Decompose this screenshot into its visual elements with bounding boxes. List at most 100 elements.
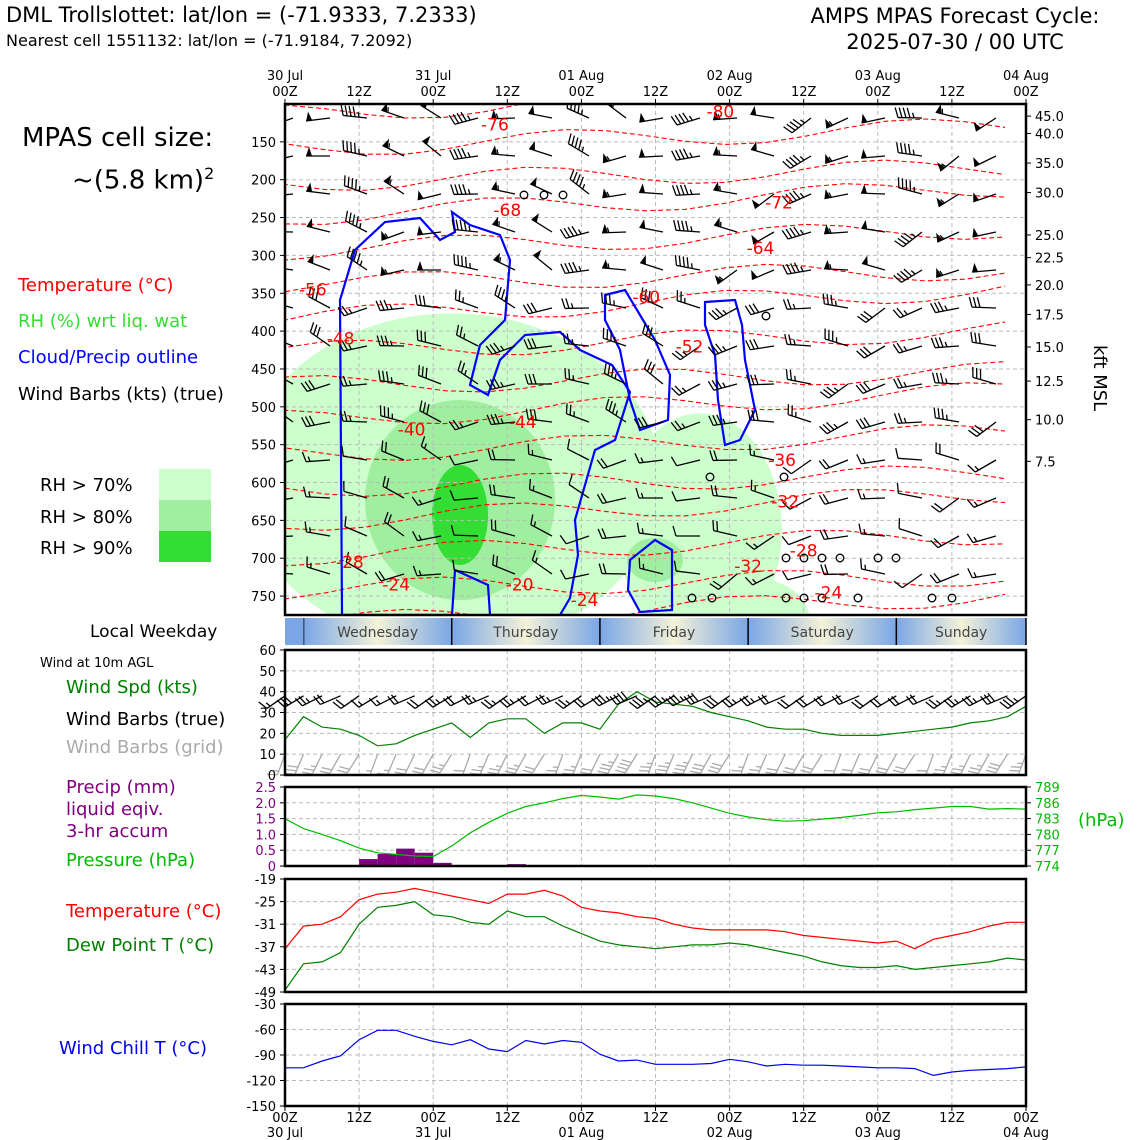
profile-wind-barb xyxy=(531,550,553,575)
barb-full xyxy=(563,227,571,238)
temp-tick-label: -37 xyxy=(255,941,276,956)
subtitle-nearest-cell: Nearest cell 1551132: lat/lon = (-71.918… xyxy=(6,31,413,50)
barb-full xyxy=(384,442,388,453)
title-forecast-cycle: AMPS MPAS Forecast Cycle: 2025-07-30 / 0… xyxy=(770,3,1140,55)
barb-full xyxy=(490,414,496,425)
barb-half xyxy=(750,697,755,703)
barb-full xyxy=(575,174,581,185)
profile-wind-barb xyxy=(453,254,479,271)
profile-wind-barb xyxy=(285,572,294,575)
barb-staff xyxy=(554,753,564,776)
barb-staff xyxy=(938,193,960,208)
barb-full xyxy=(421,366,424,377)
profile-wind-barb xyxy=(304,521,331,537)
barb-full xyxy=(675,350,685,358)
wind-barb-true xyxy=(332,695,360,709)
profile-wind-barb xyxy=(856,454,886,465)
profile-wind-barb xyxy=(414,294,442,309)
barb-half xyxy=(389,179,392,185)
barb-staff xyxy=(898,527,923,537)
pressure-tick-label: 600 xyxy=(251,477,276,492)
barb-full xyxy=(711,309,720,319)
barb-full xyxy=(279,366,281,376)
calm-circle xyxy=(779,472,789,482)
pressure-tick-label: 450 xyxy=(251,363,276,378)
barb-full xyxy=(671,150,677,161)
barb-full xyxy=(748,304,756,314)
barb-half xyxy=(1013,697,1019,703)
barb-full xyxy=(491,449,496,460)
barb-full xyxy=(860,558,863,570)
profile-wind-barb xyxy=(781,226,812,240)
barb-staff xyxy=(664,753,675,775)
barb-half xyxy=(688,115,693,121)
profile-wind-barb xyxy=(861,219,886,233)
barb-flag xyxy=(937,162,946,172)
barb-full xyxy=(786,123,796,131)
barb-staff xyxy=(285,117,294,122)
barb-half xyxy=(467,188,471,195)
profile-wind-barb xyxy=(530,514,553,537)
profile-wind-barb xyxy=(892,307,923,319)
profile-wind-barb xyxy=(379,405,405,423)
barb-full xyxy=(531,550,537,561)
barb-full xyxy=(893,580,903,589)
barb-full xyxy=(465,694,473,704)
profile-wind-barb xyxy=(345,551,368,575)
bottom-date-label: 01 Aug xyxy=(558,1126,604,1140)
barb-staff xyxy=(285,305,294,309)
barb-full xyxy=(788,334,792,345)
barb-full xyxy=(672,694,681,703)
isotherm-label: -44 xyxy=(509,413,537,433)
isotherm-label: -72 xyxy=(765,193,793,213)
wind-barb-true xyxy=(258,695,286,709)
barb-half xyxy=(972,697,977,703)
barb-full xyxy=(739,697,748,707)
wind-barb-true xyxy=(609,691,638,706)
barb-full xyxy=(349,248,355,260)
barb-half xyxy=(534,557,538,563)
barb-full xyxy=(670,456,678,467)
profile-wind-barb xyxy=(782,459,812,475)
barb-full xyxy=(675,149,681,160)
barb-full xyxy=(520,696,529,705)
barb-full xyxy=(937,301,944,312)
pressure-tick-label: 789 xyxy=(1035,781,1060,796)
profile-wind-barb xyxy=(417,190,442,201)
weekday-label: Saturday xyxy=(791,625,854,641)
barb-full xyxy=(457,148,463,159)
profile-wind-barb xyxy=(564,368,590,385)
pressure-tick-label: 786 xyxy=(1035,797,1060,812)
top-hour-label: 00Z xyxy=(272,85,298,100)
barb-full xyxy=(353,142,356,154)
barb-full xyxy=(781,570,789,581)
profile-wind-barb xyxy=(672,525,700,537)
barb-full xyxy=(356,253,361,264)
barb-full xyxy=(485,345,493,355)
profile-wind-barb xyxy=(640,287,664,309)
barb-half xyxy=(578,266,582,272)
barb-flag xyxy=(383,175,392,185)
barb-full xyxy=(877,767,888,771)
barb-full xyxy=(789,263,796,274)
barb-half xyxy=(828,120,834,126)
barb-staff xyxy=(457,370,479,385)
wind-barb-true xyxy=(851,695,879,709)
barb-full xyxy=(938,337,944,348)
barb-half xyxy=(359,223,362,229)
barb-full xyxy=(943,699,953,708)
barb-full xyxy=(309,322,315,333)
barb-full xyxy=(602,563,607,574)
barb-staff xyxy=(861,155,886,159)
profile-wind-barb xyxy=(712,520,738,537)
barb-full xyxy=(746,374,751,386)
barb-full xyxy=(724,697,734,706)
barb-staff xyxy=(975,117,997,132)
profile-wind-barb xyxy=(529,176,553,195)
barb-full xyxy=(855,384,864,394)
profile-wind-barb xyxy=(707,378,738,391)
barb-full xyxy=(355,216,359,227)
barb-full xyxy=(855,419,863,429)
barb-full xyxy=(603,363,607,374)
profile-wind-barb xyxy=(560,261,590,274)
